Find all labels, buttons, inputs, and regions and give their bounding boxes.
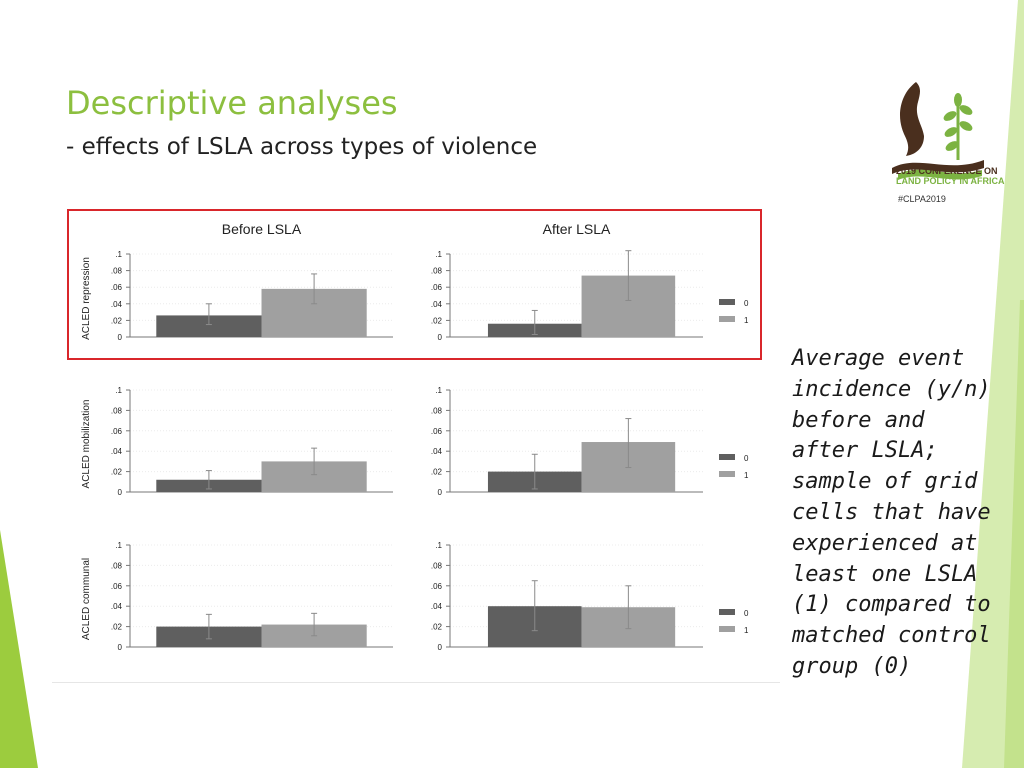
legend-swatch-0 [719, 609, 735, 615]
y-tick-label: .08 [431, 406, 443, 415]
left-accent-stripe [0, 530, 38, 768]
y-tick-label: 0 [438, 488, 443, 497]
y-tick-label: .08 [111, 267, 123, 276]
logo-line-2: LAND POLICY IN AFRICA [896, 176, 1005, 186]
hashtag: #CLPA2019 [898, 194, 946, 204]
row-label: ACLED mobilization [81, 400, 92, 489]
y-tick-label: .02 [431, 316, 443, 325]
y-tick-label: .08 [111, 561, 123, 570]
right-accent-stripe [962, 0, 1024, 768]
highlight-box [67, 209, 762, 360]
column-title-before: Before LSLA [222, 221, 302, 237]
y-tick-label: .1 [115, 541, 122, 550]
legend-label-0: 0 [744, 609, 749, 618]
slide-title: Descriptive analyses [66, 84, 398, 122]
y-tick-label: 0 [118, 333, 123, 342]
y-tick-label: .04 [431, 300, 443, 309]
chart-grid: Before LSLA After LSLA 0 .02 .04 .06 .08 .1 0 .02… [81, 221, 749, 652]
y-tick-label: .1 [435, 250, 442, 259]
legend-swatch-0 [719, 299, 735, 305]
y-tick-label: 0 [438, 643, 443, 652]
legend-label-1: 1 [744, 316, 749, 325]
y-tick-label: .08 [431, 561, 443, 570]
y-tick-label: .02 [431, 468, 443, 477]
y-tick-label: .02 [111, 623, 123, 632]
legend-label-1: 1 [744, 471, 749, 480]
y-tick-label: 0 [438, 333, 443, 342]
divider-line [52, 682, 780, 683]
y-tick-label: .1 [435, 386, 442, 395]
y-tick-label: 0 [118, 643, 123, 652]
row-label: ACLED communal [81, 558, 92, 640]
chart-caption: Average event incidence (y/n) before and… [792, 346, 991, 679]
y-tick-label: .04 [431, 447, 443, 456]
y-tick-label: .08 [111, 406, 123, 415]
y-tick-label: .04 [111, 602, 123, 611]
y-tick-label: .04 [111, 300, 123, 309]
slide-subtitle: - effects of LSLA across types of violen… [66, 134, 538, 160]
y-tick-label: .02 [431, 623, 443, 632]
legend-label-0: 0 [744, 454, 749, 463]
y-tick-label: .06 [431, 427, 443, 436]
legend-swatch-1 [719, 626, 735, 632]
legend-swatch-1 [719, 471, 735, 477]
legend-label-1: 1 [744, 626, 749, 635]
y-tick-label: .04 [111, 447, 123, 456]
y-tick-label: .1 [115, 250, 122, 259]
legend-swatch-1 [719, 316, 735, 322]
y-tick-label: 0 [118, 488, 123, 497]
y-tick-label: .1 [435, 541, 442, 550]
column-title-after: After LSLA [543, 221, 611, 237]
y-tick-label: .06 [111, 283, 123, 292]
y-tick-label: .02 [111, 468, 123, 477]
row-label: ACLED repression [81, 257, 92, 340]
y-tick-label: .06 [111, 427, 123, 436]
legend-swatch-0 [719, 454, 735, 460]
y-tick-label: .08 [431, 267, 443, 276]
y-tick-label: .04 [431, 602, 443, 611]
y-tick-label: .1 [115, 386, 122, 395]
y-tick-label: .06 [111, 582, 123, 591]
logo-line-1: 2019 CONFERENCE ON [896, 166, 998, 176]
y-tick-label: .06 [431, 582, 443, 591]
bar-group-0 [156, 315, 262, 337]
conference-logo [892, 82, 984, 180]
legend-label-0: 0 [744, 299, 749, 308]
y-tick-label: .06 [431, 283, 443, 292]
y-tick-label: .02 [111, 316, 123, 325]
